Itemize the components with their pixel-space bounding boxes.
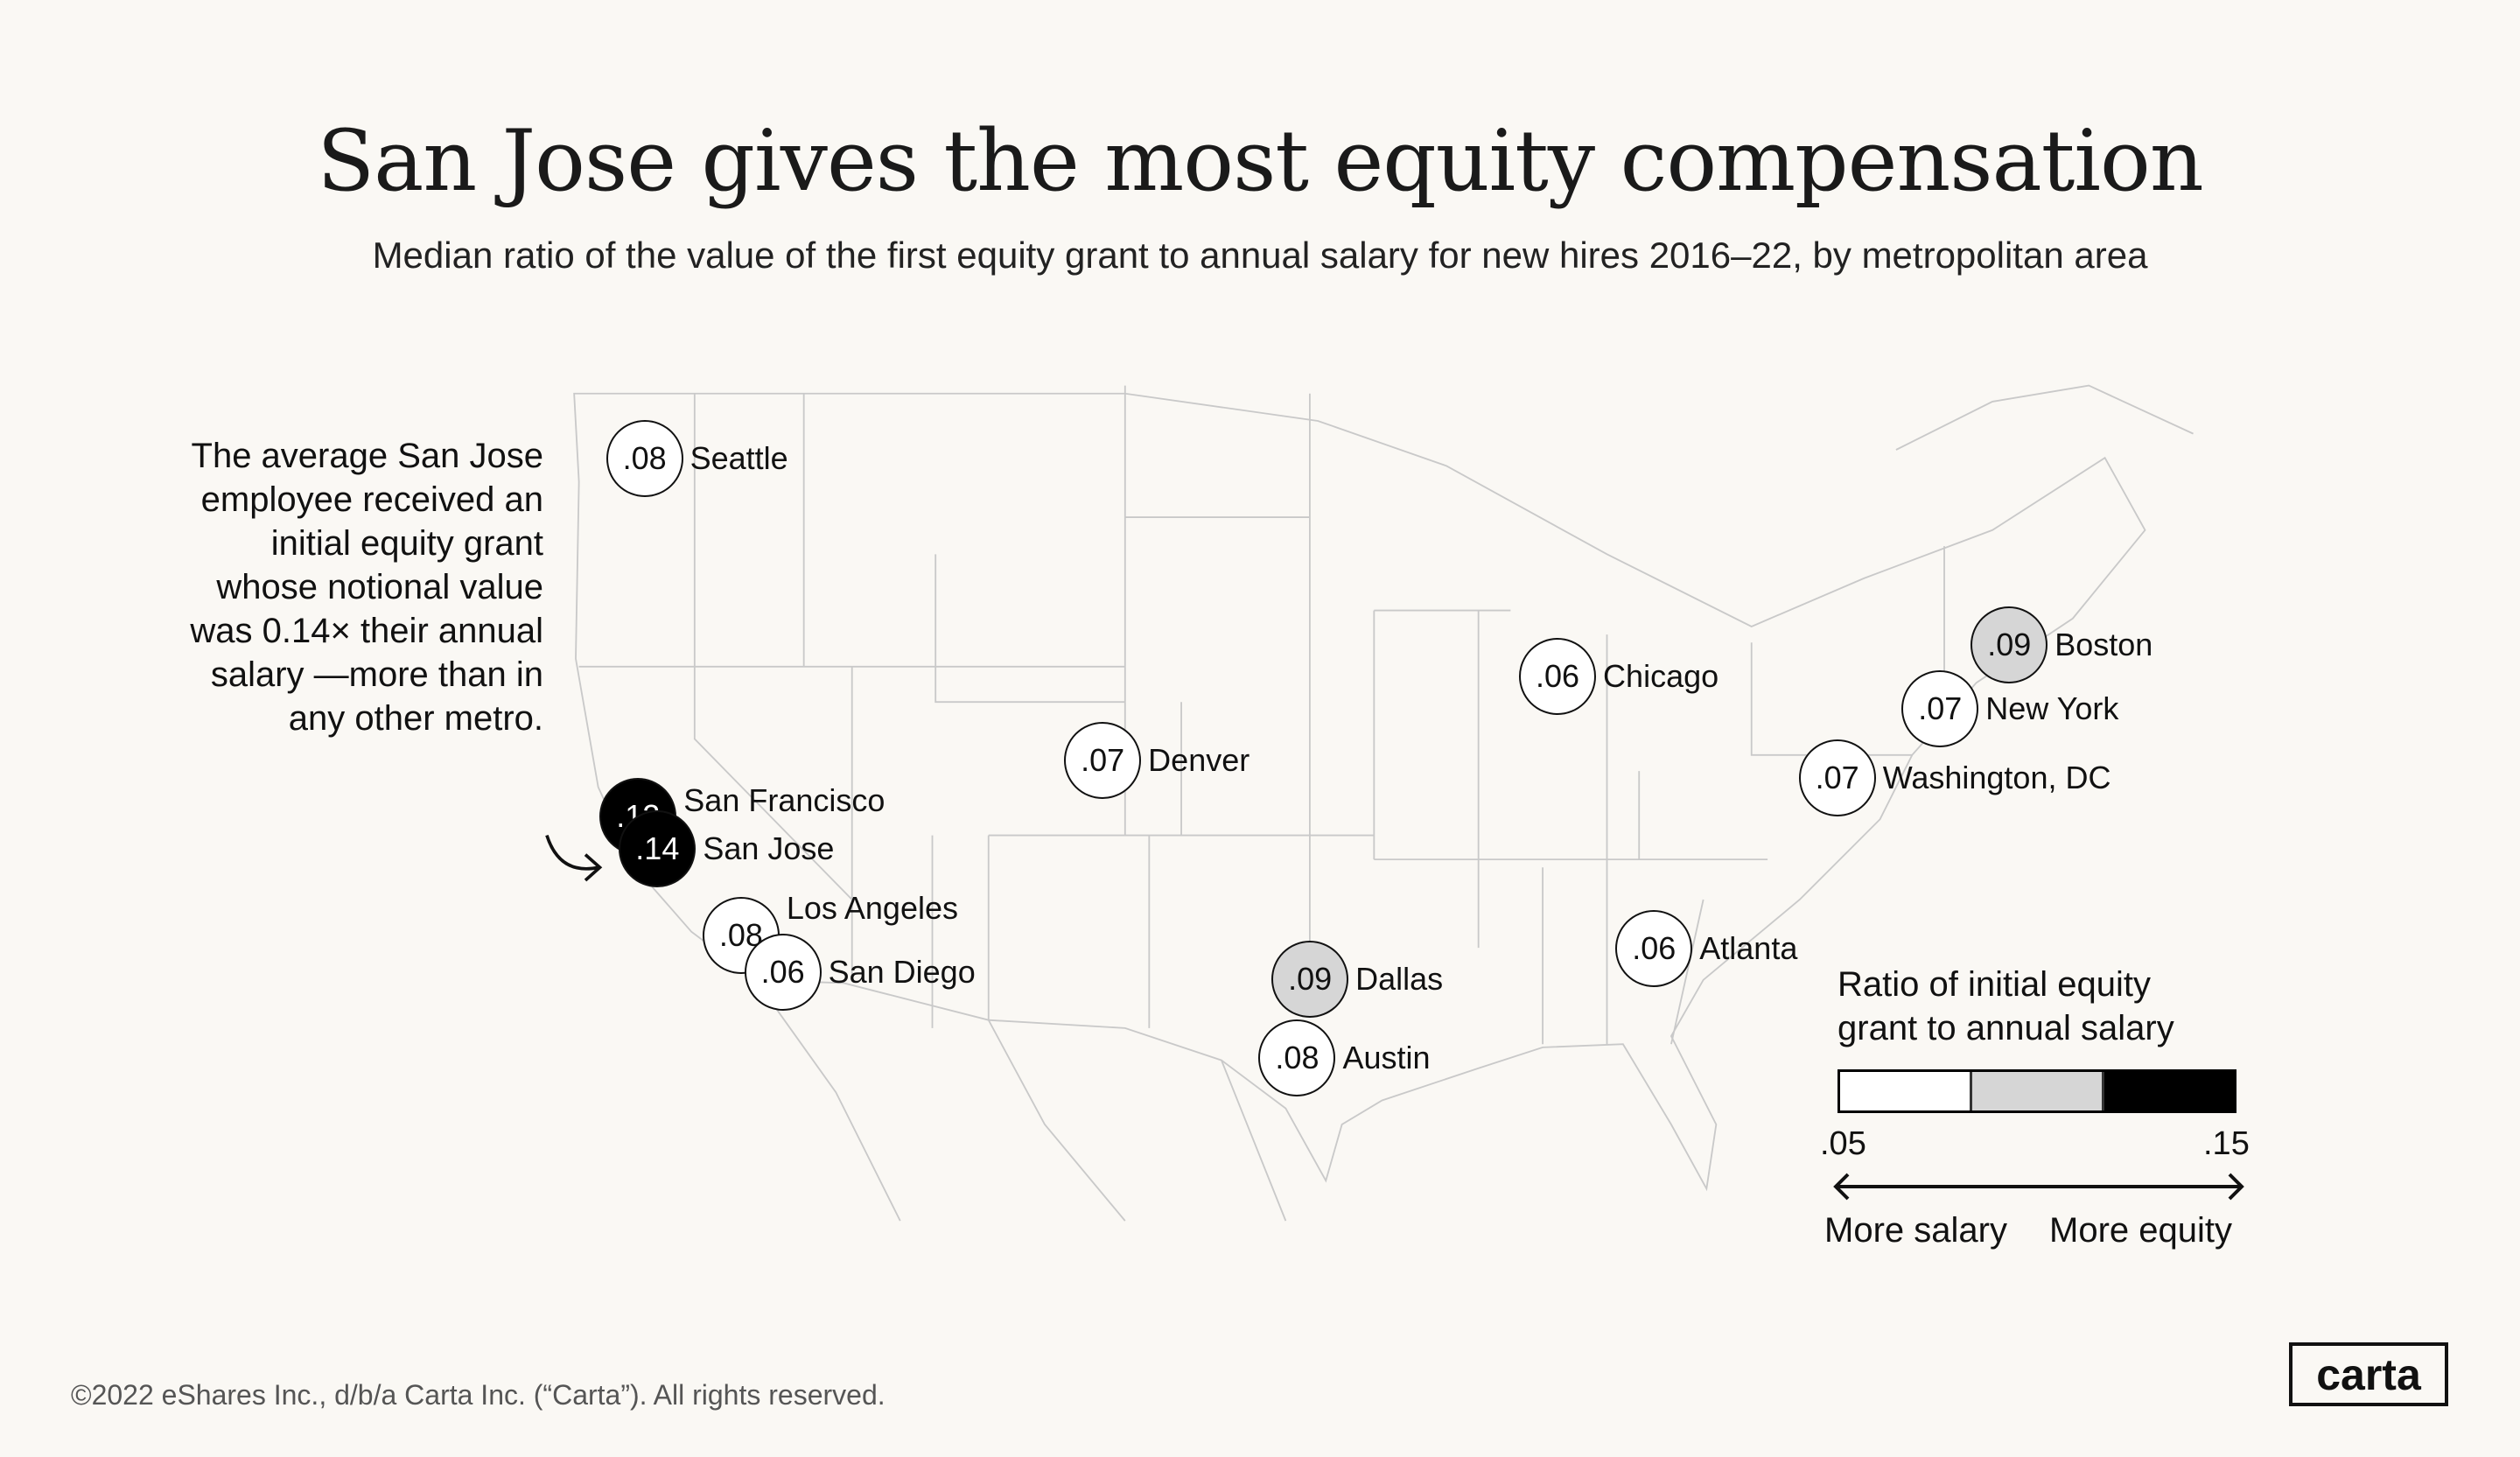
copyright-footer: ©2022 eShares Inc., d/b/a Carta Inc. (“C…: [71, 1379, 886, 1411]
city-marker-san-diego: .06: [744, 934, 822, 1012]
city-marker-seattle: .08: [606, 419, 683, 497]
double-arrow-icon: [1833, 1173, 2244, 1201]
carta-logo: carta: [2289, 1342, 2448, 1406]
city-label: Chicago: [1603, 658, 1719, 695]
state-lines: [578, 393, 1945, 1045]
city-label: Washington, DC: [1882, 760, 2111, 796]
legend-bin-mid: [1972, 1072, 2104, 1110]
legend-color-scale: [1838, 1069, 2236, 1113]
page-subtitle: Median ratio of the value of the first e…: [372, 235, 2148, 276]
legend-bin-high: [2104, 1072, 2234, 1110]
city-label: Atlanta: [1699, 929, 1798, 966]
annotation-arrow-head: [584, 853, 603, 882]
city-label: Denver: [1148, 741, 1250, 778]
city-label: Dallas: [1355, 960, 1444, 997]
legend-max-label: .15: [2203, 1125, 2250, 1162]
page-title: San Jose gives the most equity compensat…: [317, 112, 2203, 210]
city-marker-austin: .08: [1258, 1019, 1336, 1096]
mexico-outline: [754, 979, 1287, 1222]
city-marker-atlanta: .06: [1615, 909, 1693, 987]
annotation-text: The average San Jose employee received a…: [190, 437, 543, 738]
city-label: Austin: [1342, 1039, 1431, 1075]
city-marker-boston: .09: [1970, 606, 2048, 683]
legend-min-label: .05: [1820, 1125, 1866, 1162]
legend-bin-low: [1840, 1072, 1972, 1110]
city-label: New York: [1985, 690, 2119, 727]
legend-right-label: More equity: [2049, 1211, 2232, 1250]
city-marker-chicago: .06: [1519, 638, 1597, 716]
annotation-arrow: [545, 835, 599, 871]
city-label: Boston: [2054, 626, 2153, 662]
city-marker-denver: .07: [1064, 721, 1142, 799]
city-marker-new-york: .07: [1901, 670, 1979, 748]
city-marker-dallas: .09: [1271, 940, 1349, 1018]
city-marker-washington-dc: .07: [1798, 739, 1876, 817]
city-label: Los Angeles: [786, 889, 958, 926]
city-marker-san-jose: .14: [619, 809, 696, 887]
legend-title: Ratio of initial equity grant to annual …: [1838, 965, 2174, 1047]
canada-lines: [1124, 384, 2194, 451]
legend-left-label: More salary: [1824, 1211, 2007, 1250]
city-label: San Francisco: [683, 781, 886, 818]
city-label: Seattle: [690, 439, 788, 476]
city-label: San Jose: [703, 830, 835, 866]
city-label: San Diego: [828, 954, 976, 991]
